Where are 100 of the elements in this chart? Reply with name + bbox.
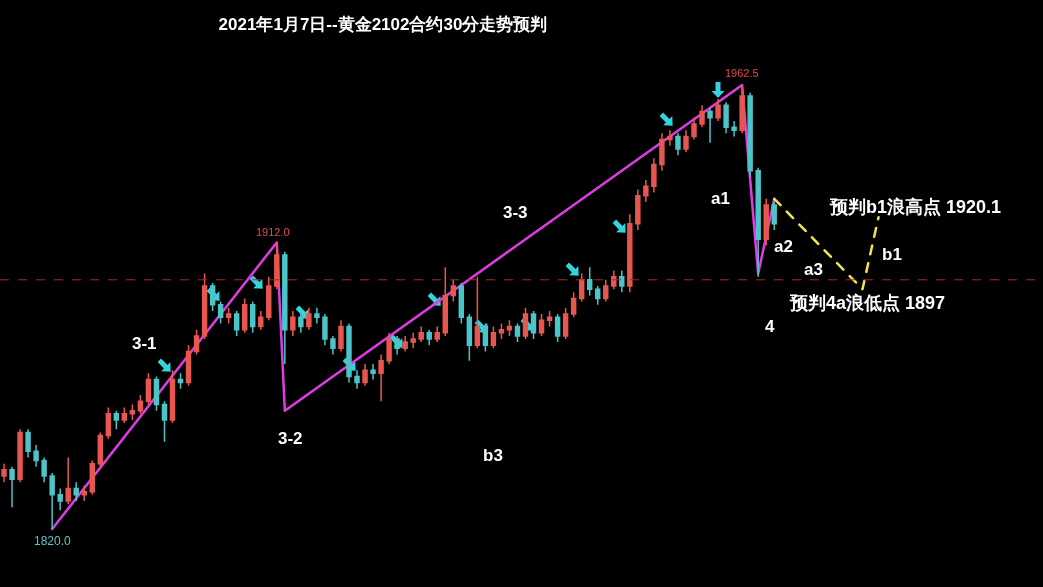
candlestick	[161, 400, 168, 443]
candlestick	[402, 335, 408, 353]
candlestick	[1, 462, 7, 484]
candlestick	[225, 307, 232, 325]
candlestick	[105, 406, 112, 440]
annotation: a1	[711, 189, 730, 208]
candlestick	[338, 319, 344, 353]
candlestick	[482, 322, 489, 353]
candlestick	[739, 84, 745, 135]
candlestick	[65, 456, 71, 505]
candlestick	[97, 431, 103, 468]
candlestick	[683, 129, 689, 153]
candlestick	[217, 300, 224, 325]
candlestick	[282, 251, 288, 365]
candlestick	[274, 241, 280, 290]
candlestick	[562, 307, 569, 340]
candlestick	[33, 444, 39, 468]
candlestick	[603, 279, 609, 303]
candlestick	[731, 120, 737, 138]
candlestick	[394, 335, 400, 356]
candlestick	[755, 166, 761, 278]
candlestick	[322, 313, 328, 346]
candlestick	[691, 117, 697, 141]
candlestick	[9, 465, 15, 508]
candlestick	[41, 456, 47, 484]
candlestick	[378, 353, 384, 403]
candlestick	[554, 313, 561, 343]
chart-title: 2021年1月7日--黄金2102合约30分走势预判	[218, 14, 548, 34]
annotation: a3	[804, 260, 823, 279]
candlestick	[81, 484, 87, 502]
candlestick	[121, 406, 128, 424]
candlestick	[627, 213, 633, 294]
candlestick	[442, 266, 448, 337]
candlestick	[241, 297, 248, 334]
candlestick	[619, 269, 625, 294]
annotation: b1	[882, 245, 902, 264]
candlestick	[707, 107, 713, 144]
candlestick	[450, 279, 457, 303]
candlestick	[17, 428, 23, 484]
candlestick	[506, 319, 513, 337]
candlestick	[177, 372, 184, 390]
candlestick	[715, 98, 721, 122]
annotation: 预判4a浪低点 1897	[789, 293, 946, 313]
candlestick	[370, 363, 376, 381]
candlestick	[266, 275, 272, 322]
annotation: b3	[483, 446, 503, 465]
candlestick	[306, 307, 312, 331]
annotation: 1962.5	[725, 67, 759, 79]
candlestick	[113, 409, 120, 431]
candlestick	[538, 313, 545, 337]
candlestick	[635, 188, 641, 231]
candlestick	[595, 285, 601, 306]
annotation: 3-2	[278, 429, 303, 448]
candlestick	[57, 487, 63, 512]
candlestick	[570, 291, 577, 318]
candlestick	[346, 322, 352, 384]
candlestick	[49, 472, 55, 530]
candlestick	[490, 325, 497, 350]
candlestick	[25, 428, 31, 459]
annotation: 3-3	[503, 203, 528, 222]
candlestick	[314, 307, 320, 325]
candlestick	[699, 104, 705, 128]
candlestick	[209, 282, 216, 312]
candlestick	[522, 307, 529, 340]
candlestick	[546, 310, 553, 328]
candlestick	[675, 132, 681, 156]
candlestick	[763, 198, 769, 247]
candlestick	[643, 179, 649, 203]
candlestick	[290, 310, 296, 337]
candlestick	[153, 375, 160, 412]
candlestick	[771, 201, 777, 231]
candlestick	[169, 369, 176, 424]
annotation: 预判b1浪高点 1920.1	[829, 197, 1002, 217]
candlestick	[659, 132, 665, 172]
candlestick	[193, 328, 200, 356]
candlestick	[354, 369, 360, 390]
candlestick	[258, 310, 264, 331]
candlestick	[330, 335, 336, 356]
candlestick	[145, 372, 152, 406]
candlestick	[386, 332, 392, 365]
candlestick	[418, 325, 424, 343]
annotation: 1820.0	[34, 534, 72, 548]
candlestick	[298, 313, 304, 334]
candlestick	[89, 459, 95, 496]
candlestick	[233, 310, 240, 337]
annotation: a2	[774, 237, 793, 256]
annotation: 4	[765, 317, 775, 336]
candlestick	[514, 322, 521, 343]
annotation: 3-1	[132, 334, 157, 353]
candlestick	[410, 332, 416, 350]
annotation: 1912.0	[256, 226, 290, 238]
candlestick	[185, 344, 192, 387]
candlestick	[498, 322, 505, 340]
candlestick	[474, 275, 481, 350]
candlestick	[747, 92, 753, 178]
candlestick	[434, 325, 440, 343]
candlestick	[426, 328, 432, 346]
candlestick	[466, 313, 473, 362]
candlestick	[201, 272, 208, 340]
candlestick	[667, 129, 673, 147]
